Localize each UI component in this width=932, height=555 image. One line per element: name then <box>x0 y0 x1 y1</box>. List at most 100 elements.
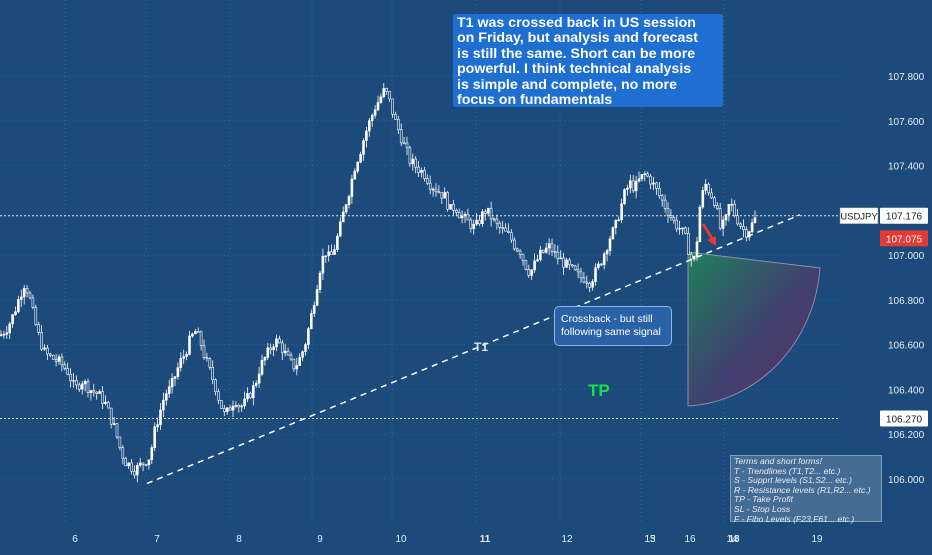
candle-body <box>655 182 658 189</box>
candle-body <box>362 140 365 155</box>
red-arrow <box>701 223 715 241</box>
candle-body <box>214 379 217 393</box>
candle-body <box>217 391 220 401</box>
candle-body <box>730 203 734 206</box>
candle-body <box>63 364 67 369</box>
candle-body <box>701 190 705 208</box>
candle-body <box>715 205 719 209</box>
candle-body <box>550 243 554 252</box>
candle-body <box>504 227 507 232</box>
candle-body <box>678 227 681 230</box>
candle-body <box>95 391 98 394</box>
candle-body <box>440 192 444 199</box>
candle-body <box>460 215 464 219</box>
price-marker-badge: 107.075 <box>886 234 923 245</box>
candle-body <box>750 222 754 233</box>
candle-body <box>620 203 623 221</box>
candle-body <box>92 390 96 393</box>
candle-body <box>396 119 400 130</box>
candle-body <box>437 191 441 194</box>
candle-body <box>507 230 510 233</box>
candle-body <box>118 436 122 448</box>
candle-body <box>713 197 716 206</box>
candle-body <box>599 263 603 266</box>
candle-body <box>333 249 336 255</box>
candle-body <box>379 96 383 103</box>
candle-body <box>147 459 151 466</box>
price-badges: USDJPY 107.176 107.075 106.270 <box>839 207 928 427</box>
candle-body <box>481 211 484 225</box>
candle-body <box>57 356 61 362</box>
candle-body <box>286 350 290 356</box>
candle-body <box>249 393 252 399</box>
candle-body <box>527 268 531 276</box>
candle-body <box>46 347 49 355</box>
candle-body <box>510 232 513 241</box>
time-axis: 6 7 8 9 10 11 12 13 14 15 16 18 19 <box>72 534 823 545</box>
note-line: T1 was crossed back in US session <box>457 15 696 31</box>
take-profit-label: TP <box>588 381 610 400</box>
y-tick-label: 106.400 <box>888 385 925 396</box>
symbol-badge: USDJPY <box>840 212 878 223</box>
candle-body <box>512 239 516 250</box>
candle-body <box>515 248 519 252</box>
candle-body <box>617 219 621 222</box>
candle-body <box>37 324 41 333</box>
candle-body <box>565 259 568 268</box>
candle-body <box>489 207 493 220</box>
candle-body <box>524 260 528 270</box>
candle-body <box>556 251 560 260</box>
candle-body <box>101 391 104 404</box>
x-tick-label: 13 <box>644 534 656 545</box>
candle-body <box>495 218 499 224</box>
candle-body <box>109 407 113 425</box>
candle-body <box>399 129 403 144</box>
candle-body <box>686 233 690 255</box>
candle-body <box>336 235 339 250</box>
candle-body <box>376 102 380 111</box>
candle-body <box>257 373 261 384</box>
candle-body <box>254 382 258 386</box>
candle-body <box>272 346 275 351</box>
candle-body <box>22 288 26 298</box>
candle-body <box>98 391 101 394</box>
candle-body <box>69 373 72 382</box>
candle-body <box>405 142 409 149</box>
note-line: focus on fundamentals <box>457 92 613 109</box>
candle-body <box>304 344 307 352</box>
x-tick-label: 7 <box>154 534 160 545</box>
x-tick-label: 9 <box>317 534 323 545</box>
candle-body <box>191 333 194 337</box>
candle-body <box>553 251 557 253</box>
candle-body <box>579 271 583 279</box>
candle-body <box>652 182 655 185</box>
candle-body <box>611 227 615 240</box>
candle-body <box>640 174 644 180</box>
candle-body <box>31 297 35 308</box>
legend-line: T - Trendlines (T1,T2... etc.) <box>734 465 841 476</box>
candle-body <box>353 170 357 180</box>
candle-body <box>533 260 536 271</box>
candle-body <box>86 381 90 394</box>
y-tick-label: 106.200 <box>888 430 925 441</box>
candle-body <box>2 333 6 336</box>
candle-body <box>747 231 751 238</box>
candle-body <box>536 259 539 262</box>
candle-body <box>202 345 206 358</box>
candle-body <box>136 465 139 476</box>
candle-body <box>585 281 589 284</box>
candle-body <box>660 195 664 201</box>
candle-body <box>205 357 209 359</box>
candle-body <box>463 213 467 217</box>
candle-body <box>478 219 481 225</box>
candle-body <box>423 170 426 179</box>
candle-body <box>724 214 728 221</box>
candle-body <box>199 331 203 346</box>
candle-body <box>675 219 679 230</box>
candle-body <box>66 368 69 375</box>
candle-body <box>344 204 348 213</box>
y-tick-label: 106.000 <box>888 475 925 486</box>
candle-body <box>330 251 333 255</box>
candle-body <box>710 192 713 199</box>
